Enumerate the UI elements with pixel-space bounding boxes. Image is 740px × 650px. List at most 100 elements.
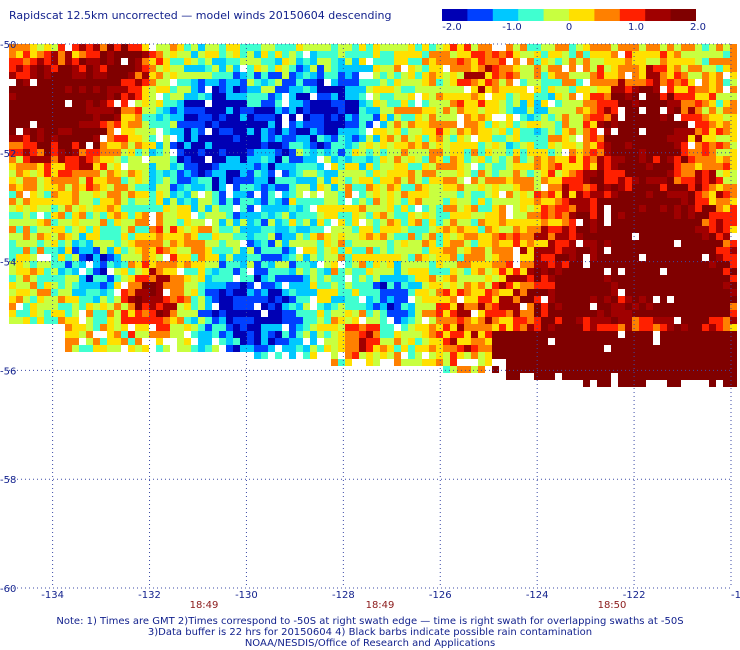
data-cell — [177, 79, 184, 86]
data-cell — [254, 170, 261, 177]
data-cell — [527, 240, 534, 247]
data-cell — [667, 268, 674, 275]
data-cell — [485, 212, 492, 219]
data-cell — [275, 324, 282, 331]
data-cell — [632, 261, 639, 268]
data-cell — [86, 58, 93, 65]
data-cell — [611, 86, 618, 93]
data-cell — [590, 212, 597, 219]
data-cell — [506, 226, 513, 233]
data-cell — [639, 135, 646, 142]
data-cell — [9, 65, 16, 72]
data-cell — [569, 86, 576, 93]
data-cell — [359, 226, 366, 233]
data-cell — [408, 359, 415, 366]
data-cell — [422, 135, 429, 142]
data-cell — [723, 261, 730, 268]
data-cell — [625, 79, 632, 86]
data-cell — [674, 44, 681, 51]
data-cell — [611, 366, 618, 373]
data-cell — [541, 86, 548, 93]
data-cell — [149, 163, 156, 170]
data-cell — [226, 93, 233, 100]
data-cell — [65, 79, 72, 86]
data-cell — [492, 268, 499, 275]
data-cell — [625, 142, 632, 149]
data-cell — [548, 240, 555, 247]
data-cell — [492, 240, 499, 247]
data-cell — [121, 86, 128, 93]
data-cell — [674, 72, 681, 79]
data-cell — [79, 107, 86, 114]
data-cell — [275, 93, 282, 100]
data-cell — [219, 247, 226, 254]
data-cell — [247, 233, 254, 240]
data-cell — [702, 240, 709, 247]
data-cell — [156, 254, 163, 261]
data-cell — [667, 289, 674, 296]
data-cell — [569, 324, 576, 331]
data-cell — [44, 65, 51, 72]
data-cell — [324, 149, 331, 156]
data-cell — [114, 338, 121, 345]
data-cell — [247, 65, 254, 72]
data-cell — [114, 79, 121, 86]
data-cell — [163, 121, 170, 128]
data-cell — [37, 289, 44, 296]
data-cell — [289, 72, 296, 79]
data-cell — [184, 114, 191, 121]
data-cell — [212, 226, 219, 233]
data-cell — [240, 261, 247, 268]
data-cell — [359, 86, 366, 93]
data-cell — [450, 128, 457, 135]
data-cell — [128, 233, 135, 240]
data-cell — [436, 233, 443, 240]
data-cell — [485, 135, 492, 142]
data-cell — [359, 205, 366, 212]
data-cell — [436, 212, 443, 219]
data-cell — [730, 240, 737, 247]
data-cell — [478, 289, 485, 296]
data-cell — [373, 289, 380, 296]
data-cell — [674, 65, 681, 72]
data-cell — [198, 345, 205, 352]
data-cell — [212, 191, 219, 198]
data-cell — [310, 163, 317, 170]
data-cell — [149, 289, 156, 296]
data-cell — [79, 128, 86, 135]
data-cell — [310, 352, 317, 359]
data-cell — [450, 338, 457, 345]
data-cell — [282, 261, 289, 268]
data-cell — [247, 205, 254, 212]
data-cell — [464, 198, 471, 205]
data-cell — [135, 247, 142, 254]
data-cell — [79, 275, 86, 282]
data-cell — [611, 254, 618, 261]
data-cell — [695, 184, 702, 191]
data-cell — [198, 303, 205, 310]
data-cell — [100, 170, 107, 177]
data-cell — [212, 58, 219, 65]
data-cell — [394, 317, 401, 324]
data-cell — [268, 107, 275, 114]
data-cell — [261, 135, 268, 142]
data-cell — [415, 345, 422, 352]
data-cell — [310, 219, 317, 226]
data-cell — [632, 72, 639, 79]
data-cell — [583, 310, 590, 317]
data-cell — [359, 177, 366, 184]
data-cell — [450, 233, 457, 240]
data-cell — [289, 100, 296, 107]
data-cell — [93, 156, 100, 163]
data-cell — [471, 44, 478, 51]
data-cell — [569, 352, 576, 359]
data-cell — [72, 177, 79, 184]
data-cell — [429, 93, 436, 100]
data-cell — [37, 226, 44, 233]
data-cell — [212, 107, 219, 114]
data-cell — [541, 44, 548, 51]
data-cell — [114, 44, 121, 51]
data-cell — [247, 170, 254, 177]
data-cell — [331, 114, 338, 121]
data-cell — [667, 44, 674, 51]
